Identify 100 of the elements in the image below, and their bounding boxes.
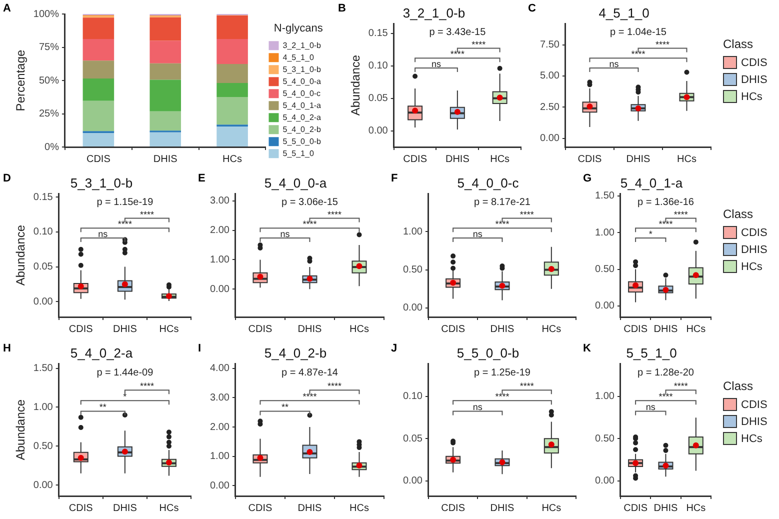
text: C bbox=[528, 2, 536, 15]
x-tick-label: CDIS bbox=[248, 502, 272, 514]
chart-title: 5_4_0_2-a bbox=[70, 345, 134, 360]
annotation: p = 1.25e-19 bbox=[474, 368, 531, 379]
y-tick-label: 1.50 bbox=[33, 363, 54, 374]
y-tick-label: 3.00 bbox=[210, 392, 230, 404]
bar bbox=[82, 133, 114, 146]
annotation: **** bbox=[674, 209, 688, 220]
annotation: ns bbox=[280, 229, 290, 240]
x-tick-label: HCs bbox=[677, 154, 696, 165]
bar bbox=[150, 80, 181, 112]
chart-title: 5_4_0_2-b bbox=[264, 345, 327, 360]
annotation: **** bbox=[658, 392, 674, 402]
y-tick-label: 0.00 bbox=[33, 296, 54, 308]
y-tick-label: 0.50 bbox=[594, 433, 615, 444]
text: G bbox=[583, 172, 592, 185]
annotation: **** bbox=[450, 49, 465, 60]
x-tick-label: HCs bbox=[222, 154, 242, 165]
y-tick-label: 0.05 bbox=[368, 93, 388, 104]
y-tick-label: 0.00 bbox=[210, 284, 230, 295]
bar bbox=[216, 96, 248, 125]
legend-title: N-glycans bbox=[274, 22, 324, 34]
y-tick-label: 50% bbox=[38, 75, 60, 86]
legend-label: 5_4_0_2-b bbox=[282, 124, 322, 134]
bar bbox=[82, 100, 114, 132]
annotation: p = 4.87e-14 bbox=[282, 368, 338, 379]
annotation: p = 8.17e-21 bbox=[474, 196, 531, 208]
legend-label: DHIS bbox=[741, 244, 768, 256]
bar bbox=[216, 39, 248, 64]
x-tick-label: HCs bbox=[490, 154, 510, 165]
y-tick-label: 3.00 bbox=[210, 196, 230, 207]
legend-label: 5_4_0_0-a bbox=[282, 76, 322, 86]
legend-label: HCs bbox=[741, 260, 762, 272]
y-axis-title: Abundance bbox=[14, 224, 28, 286]
annotation: ** bbox=[99, 402, 107, 412]
legend-label: 5_4_0_0-c bbox=[282, 88, 321, 98]
annotation: **** bbox=[658, 219, 674, 230]
x-tick-label: HCs bbox=[686, 324, 706, 335]
legend-label: DHIS bbox=[741, 416, 768, 428]
legend-label: HCs bbox=[741, 90, 762, 102]
y-tick-label: 0.15 bbox=[368, 28, 388, 40]
y-tick-label: 1.00 bbox=[402, 226, 423, 238]
annotation: p = 1.36e-16 bbox=[638, 196, 694, 208]
legend-label: CDIS bbox=[741, 398, 768, 410]
x-tick-label: HCs bbox=[350, 502, 369, 514]
annotation: **** bbox=[520, 209, 534, 220]
y-tick-label: 0.05 bbox=[33, 262, 54, 273]
y-tick-label: 5.00 bbox=[540, 70, 560, 82]
legend-label: DHIS bbox=[741, 74, 768, 86]
legend-label: 5_3_1_0-b bbox=[282, 64, 322, 74]
annotation: ns bbox=[431, 59, 442, 70]
x-tick-label: DHIS bbox=[445, 154, 470, 165]
legend-label: 5_4_0_2-a bbox=[282, 112, 322, 122]
legend-label: 5_5_1_0 bbox=[282, 148, 314, 158]
annotation: **** bbox=[327, 209, 342, 220]
y-tick-label: 1.00 bbox=[33, 402, 54, 413]
legend-label: HCs bbox=[741, 432, 762, 444]
annotation: **** bbox=[327, 381, 342, 392]
bar bbox=[216, 15, 248, 40]
y-tick-label: 2.00 bbox=[210, 422, 230, 433]
y-tick-label: 0% bbox=[44, 142, 60, 153]
legend-label: 5_5_0_0-b bbox=[282, 136, 322, 146]
bar bbox=[150, 17, 181, 41]
y-tick-label: 0.00 bbox=[594, 476, 615, 487]
x-tick-label: CDIS bbox=[68, 324, 94, 335]
chart-title: 5_5_0_0-b bbox=[456, 345, 520, 360]
bar bbox=[82, 78, 114, 101]
annotation: **** bbox=[655, 39, 670, 50]
y-tick-label: 4.00 bbox=[210, 363, 230, 374]
y-tick-label: 0.50 bbox=[402, 264, 423, 276]
x-tick-label: CDIS bbox=[403, 154, 428, 165]
annotation: **** bbox=[495, 392, 510, 402]
x-tick-label: HCs bbox=[350, 324, 369, 335]
y-tick-label: 0.10 bbox=[402, 391, 423, 402]
bar bbox=[216, 83, 248, 97]
x-tick-label: HCs bbox=[542, 324, 562, 335]
annotation: p = 1.28e-20 bbox=[638, 368, 694, 379]
y-tick-label: 0.00 bbox=[210, 480, 230, 492]
chart-title: 5_4_0_0-c bbox=[457, 175, 520, 190]
x-tick-label: DHIS bbox=[298, 324, 322, 335]
legend-title: Class bbox=[723, 379, 754, 393]
y-tick-label: 0.10 bbox=[368, 60, 388, 72]
y-tick-label: 100% bbox=[33, 8, 60, 20]
text: B bbox=[338, 2, 346, 15]
bar bbox=[82, 18, 114, 40]
x-tick-label: CDIS bbox=[578, 154, 602, 165]
y-tick-label: 1.00 bbox=[594, 391, 615, 402]
x-tick-label: CDIS bbox=[248, 324, 272, 335]
y-tick-label: 0.00 bbox=[402, 476, 423, 487]
annotation: ** bbox=[281, 402, 289, 412]
bar bbox=[150, 40, 181, 64]
y-axis-title: Abundance bbox=[14, 399, 28, 460]
x-tick-label: DHIS bbox=[626, 154, 650, 165]
annotation: **** bbox=[140, 381, 154, 392]
legend-title: Class bbox=[723, 207, 754, 221]
y-tick-label: 0.00 bbox=[33, 480, 54, 491]
x-tick-label: CDIS bbox=[86, 154, 111, 165]
annotation: p = 1.44e-09 bbox=[96, 368, 154, 379]
legend-label: CDIS bbox=[741, 56, 768, 68]
chart-title: 3_2_1_0-b bbox=[402, 5, 466, 20]
